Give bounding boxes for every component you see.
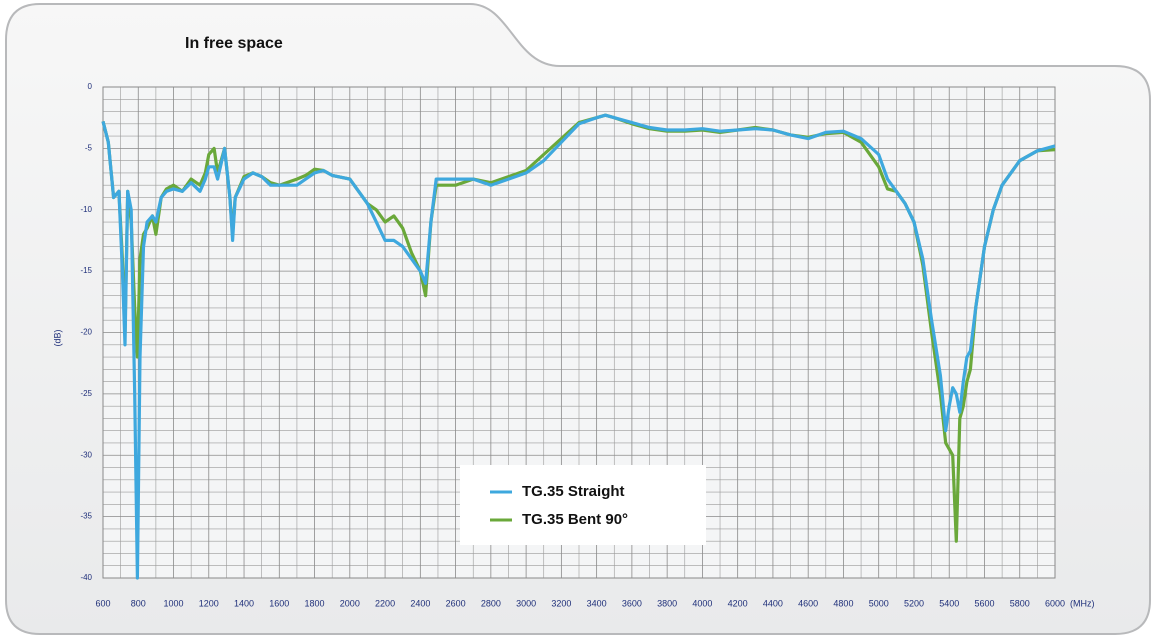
legend-box (460, 465, 706, 545)
x-tick-label: 4800 (833, 598, 853, 608)
y-tick-label: -10 (80, 205, 92, 214)
x-tick-label: 5400 (939, 598, 959, 608)
y-tick-label: -5 (85, 143, 93, 152)
x-tick-label: 2600 (446, 598, 466, 608)
series-line (101, 113, 1056, 580)
lines (101, 113, 1056, 580)
y-axis-label: (dB) (52, 329, 62, 346)
x-tick-label: 5000 (869, 598, 889, 608)
y-tick-label: -20 (80, 328, 92, 337)
y-tick-label: -30 (80, 450, 92, 459)
y-tick-label: -35 (80, 512, 92, 521)
x-tick-label: 4200 (728, 598, 748, 608)
x-axis-label: (MHz) (1070, 598, 1095, 608)
x-tick-label: 5200 (904, 598, 924, 608)
x-tick-label: 1800 (305, 598, 325, 608)
x-tick-label: 800 (131, 598, 146, 608)
x-tick-label: 5600 (974, 598, 994, 608)
legend-label: TG.35 Bent 90° (522, 511, 628, 528)
y-tick-label: -25 (80, 389, 92, 398)
x-tick-label: 3000 (516, 598, 536, 608)
x-tick-label: 4000 (692, 598, 712, 608)
x-tick-label: 3400 (587, 598, 607, 608)
x-tick-label: 1600 (269, 598, 289, 608)
x-tick-label: 3600 (622, 598, 642, 608)
x-tick-label: 1000 (164, 598, 184, 608)
x-tick-label: 6000 (1045, 598, 1065, 608)
x-tick-label: 600 (95, 598, 110, 608)
x-tick-label: 2800 (481, 598, 501, 608)
legend-label: TG.35 Straight (522, 483, 625, 500)
x-tick-label: 4600 (798, 598, 818, 608)
x-tick-label: 5800 (1010, 598, 1030, 608)
x-tick-label: 2000 (340, 598, 360, 608)
x-tick-label: 1200 (199, 598, 219, 608)
x-tick-label: 4400 (763, 598, 783, 608)
chart-title: In free space (185, 35, 283, 52)
x-tick-label: 2400 (410, 598, 430, 608)
x-tick-label: 3800 (657, 598, 677, 608)
y-tick-label: -40 (80, 573, 92, 582)
x-tick-label: 3200 (551, 598, 571, 608)
y-tick-label: -15 (80, 266, 92, 275)
legend: TG.35 Straight TG.35 Bent 90° (460, 465, 706, 545)
y-tick-label: 0 (88, 82, 93, 91)
x-tick-label: 1400 (234, 598, 254, 608)
x-tick-label: 2200 (375, 598, 395, 608)
